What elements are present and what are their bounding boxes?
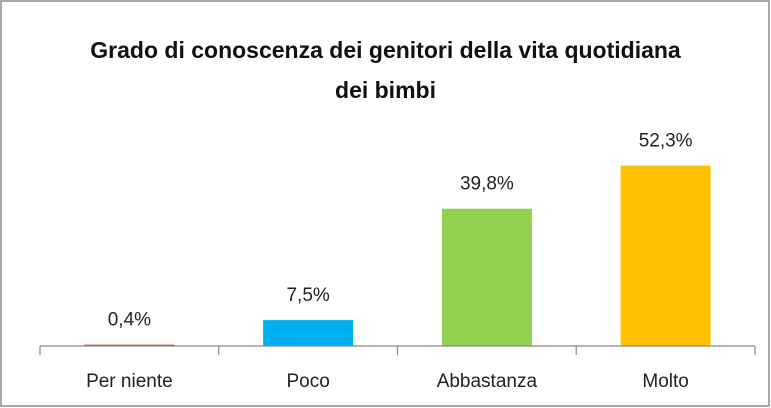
chart-title: Grado di conoscenza dei genitori della v…	[90, 37, 681, 103]
x-tick-label: Abbastanza	[437, 371, 538, 392]
value-label: 39,8%	[460, 174, 514, 195]
bar	[441, 208, 532, 346]
x-tick-label: Per niente	[86, 371, 173, 392]
value-label: 7,5%	[286, 285, 329, 306]
value-label: 0,4%	[108, 310, 151, 331]
bar	[263, 320, 354, 346]
value-label: 52,3%	[639, 131, 693, 152]
bar	[620, 165, 711, 346]
bar	[84, 344, 175, 347]
x-tick-label: Poco	[286, 371, 329, 392]
x-tick-label: Molto	[642, 371, 688, 392]
